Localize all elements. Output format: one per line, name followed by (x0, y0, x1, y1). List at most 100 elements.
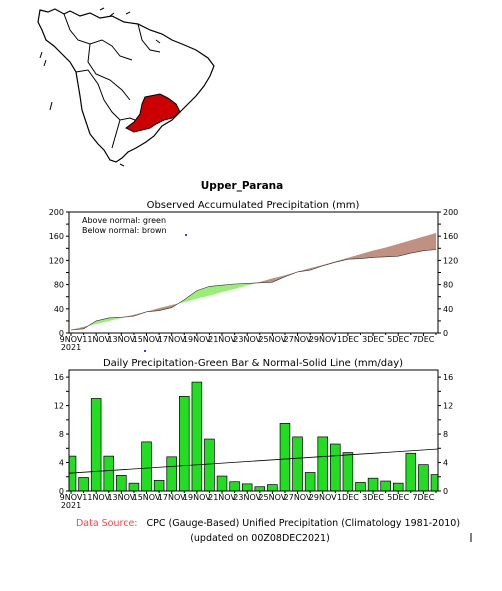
data-source-text: CPC (Gauge-Based) Unified Precipitation … (147, 518, 461, 529)
daily-bar (128, 482, 140, 492)
x-tick-label: 27NOV (284, 335, 312, 344)
above-normal-area (184, 290, 198, 303)
region-title: Upper_Parana (201, 180, 283, 192)
legend-below: Below normal: brown (82, 226, 167, 235)
daily-bar (68, 455, 77, 492)
y-tick-label-right: 4 (443, 459, 448, 468)
daily-bar (292, 436, 303, 492)
locator-map (37, 7, 215, 167)
x-tick-label: 11NOV (82, 335, 110, 344)
daily-bar (342, 452, 354, 492)
x-tick-label: 7DEC (412, 493, 434, 502)
y-tick-label-right: 0 (443, 487, 448, 496)
x-tick-label: 29NOV (309, 493, 337, 502)
y-tick-label: 80 (54, 281, 64, 290)
below-normal-area (372, 247, 386, 258)
daily-bar (392, 482, 404, 492)
y-tick-label-right: 0 (443, 329, 448, 338)
coastal-islands (39, 7, 161, 167)
y-tick-label-right: 80 (443, 281, 453, 290)
daily-bar (317, 436, 328, 492)
x-tick-label: 3DEC (362, 335, 384, 344)
daily-bar (405, 452, 417, 492)
data-source: Data Source: CPC (Gauge-Based) Unified P… (76, 518, 460, 529)
above-normal-area (96, 317, 109, 325)
x-tick-label: 19NOV (183, 493, 211, 502)
x-tick-label: 1DEC (337, 493, 359, 502)
daily-bar (241, 483, 253, 492)
daily-bar (254, 486, 266, 492)
x-tick-label: 21NOV (208, 493, 236, 502)
accumulated-chart-title: Observed Accumulated Precipitation (mm) (147, 200, 360, 211)
updated-note: (updated on 00Z08DEC2021) (190, 533, 330, 544)
daily-bar (191, 381, 203, 492)
y-tick-label: 120 (49, 256, 64, 265)
y-tick-label: 160 (49, 232, 64, 241)
x-tick-label: 2021 (61, 343, 81, 352)
marker-dot (144, 350, 146, 352)
daily-bar (179, 395, 190, 492)
x-tick-label: 23NOV (233, 335, 261, 344)
y-tick-label: 200 (49, 208, 64, 217)
x-tick-label: 19NOV (183, 335, 211, 344)
x-tick-label: 29NOV (309, 335, 337, 344)
daily-bar (166, 456, 177, 492)
data-source-label: Data Source: (76, 518, 138, 529)
x-tick-label: 15NOV (133, 335, 161, 344)
daily-bar (418, 464, 429, 492)
legend-above: Above normal: green (82, 216, 166, 225)
daily-bar (216, 475, 228, 492)
country-borders (63, 13, 161, 149)
daily-bar (78, 477, 89, 492)
y-tick-label: 16 (54, 373, 64, 382)
daily-bar (367, 477, 379, 492)
x-tick-label: 11NOV (82, 493, 110, 502)
accumulated-axes: 0 40 80 120 160 200 0 40 80 120 160 200 9NOV202111NO… (49, 208, 459, 352)
x-tick-label: 21NOV (208, 335, 236, 344)
daily-bars (68, 381, 439, 492)
y-tick-label-right: 160 (443, 232, 458, 241)
basin-highlight (125, 93, 181, 133)
below-normal-area (423, 232, 437, 251)
daily-bar (355, 482, 366, 492)
x-tick-label: 9NOV (60, 493, 83, 502)
y-tick-label: 0 (59, 487, 64, 496)
above-normal-area (209, 285, 223, 296)
x-tick-label: 23NOV (233, 493, 261, 502)
below-normal-area (410, 236, 424, 254)
x-tick-label: 9NOV (60, 335, 83, 344)
x-tick-label: 5DEC (387, 493, 409, 502)
daily-bar (90, 398, 102, 492)
daily-bar (304, 472, 316, 492)
daily-axes: 0 0 4 4 8 8 12 12 16 16 9NOV202111NOV13NOV15NOV17N… (54, 373, 453, 510)
x-tick-label: 13NOV (107, 335, 135, 344)
accumulated-chart: Observed Accumulated Precipitation (mm) … (49, 200, 459, 352)
daily-bar (116, 474, 127, 492)
x-tick-label: 25NOV (258, 493, 286, 502)
y-tick-label-right: 8 (443, 430, 448, 439)
x-tick-label: 17NOV (158, 493, 186, 502)
observed-line (70, 249, 437, 331)
y-tick-label-right: 40 (443, 305, 453, 314)
daily-chart-title: Daily Precipitation-Green Bar & Normal-S… (103, 358, 403, 369)
daily-bar (204, 438, 215, 492)
anomaly-fills (70, 232, 437, 331)
normal-line (68, 448, 439, 474)
y-tick-label-right: 16 (443, 373, 453, 382)
x-tick-label: 17NOV (158, 335, 186, 344)
x-tick-label: 27NOV (284, 493, 312, 502)
y-tick-label-right: 200 (443, 208, 458, 217)
daily-bar (330, 443, 341, 492)
daily-bar (380, 480, 391, 492)
daily-bar (267, 484, 278, 492)
x-tick-label: 15NOV (133, 493, 161, 502)
daily-bar (153, 479, 165, 492)
daily-bar (103, 455, 115, 492)
x-tick-label: 25NOV (258, 335, 286, 344)
x-tick-label: 3DEC (362, 493, 384, 502)
daily-bar (430, 474, 439, 492)
y-tick-label-right: 120 (443, 256, 458, 265)
daily-bar (141, 441, 152, 492)
south-america-outline (37, 8, 215, 163)
